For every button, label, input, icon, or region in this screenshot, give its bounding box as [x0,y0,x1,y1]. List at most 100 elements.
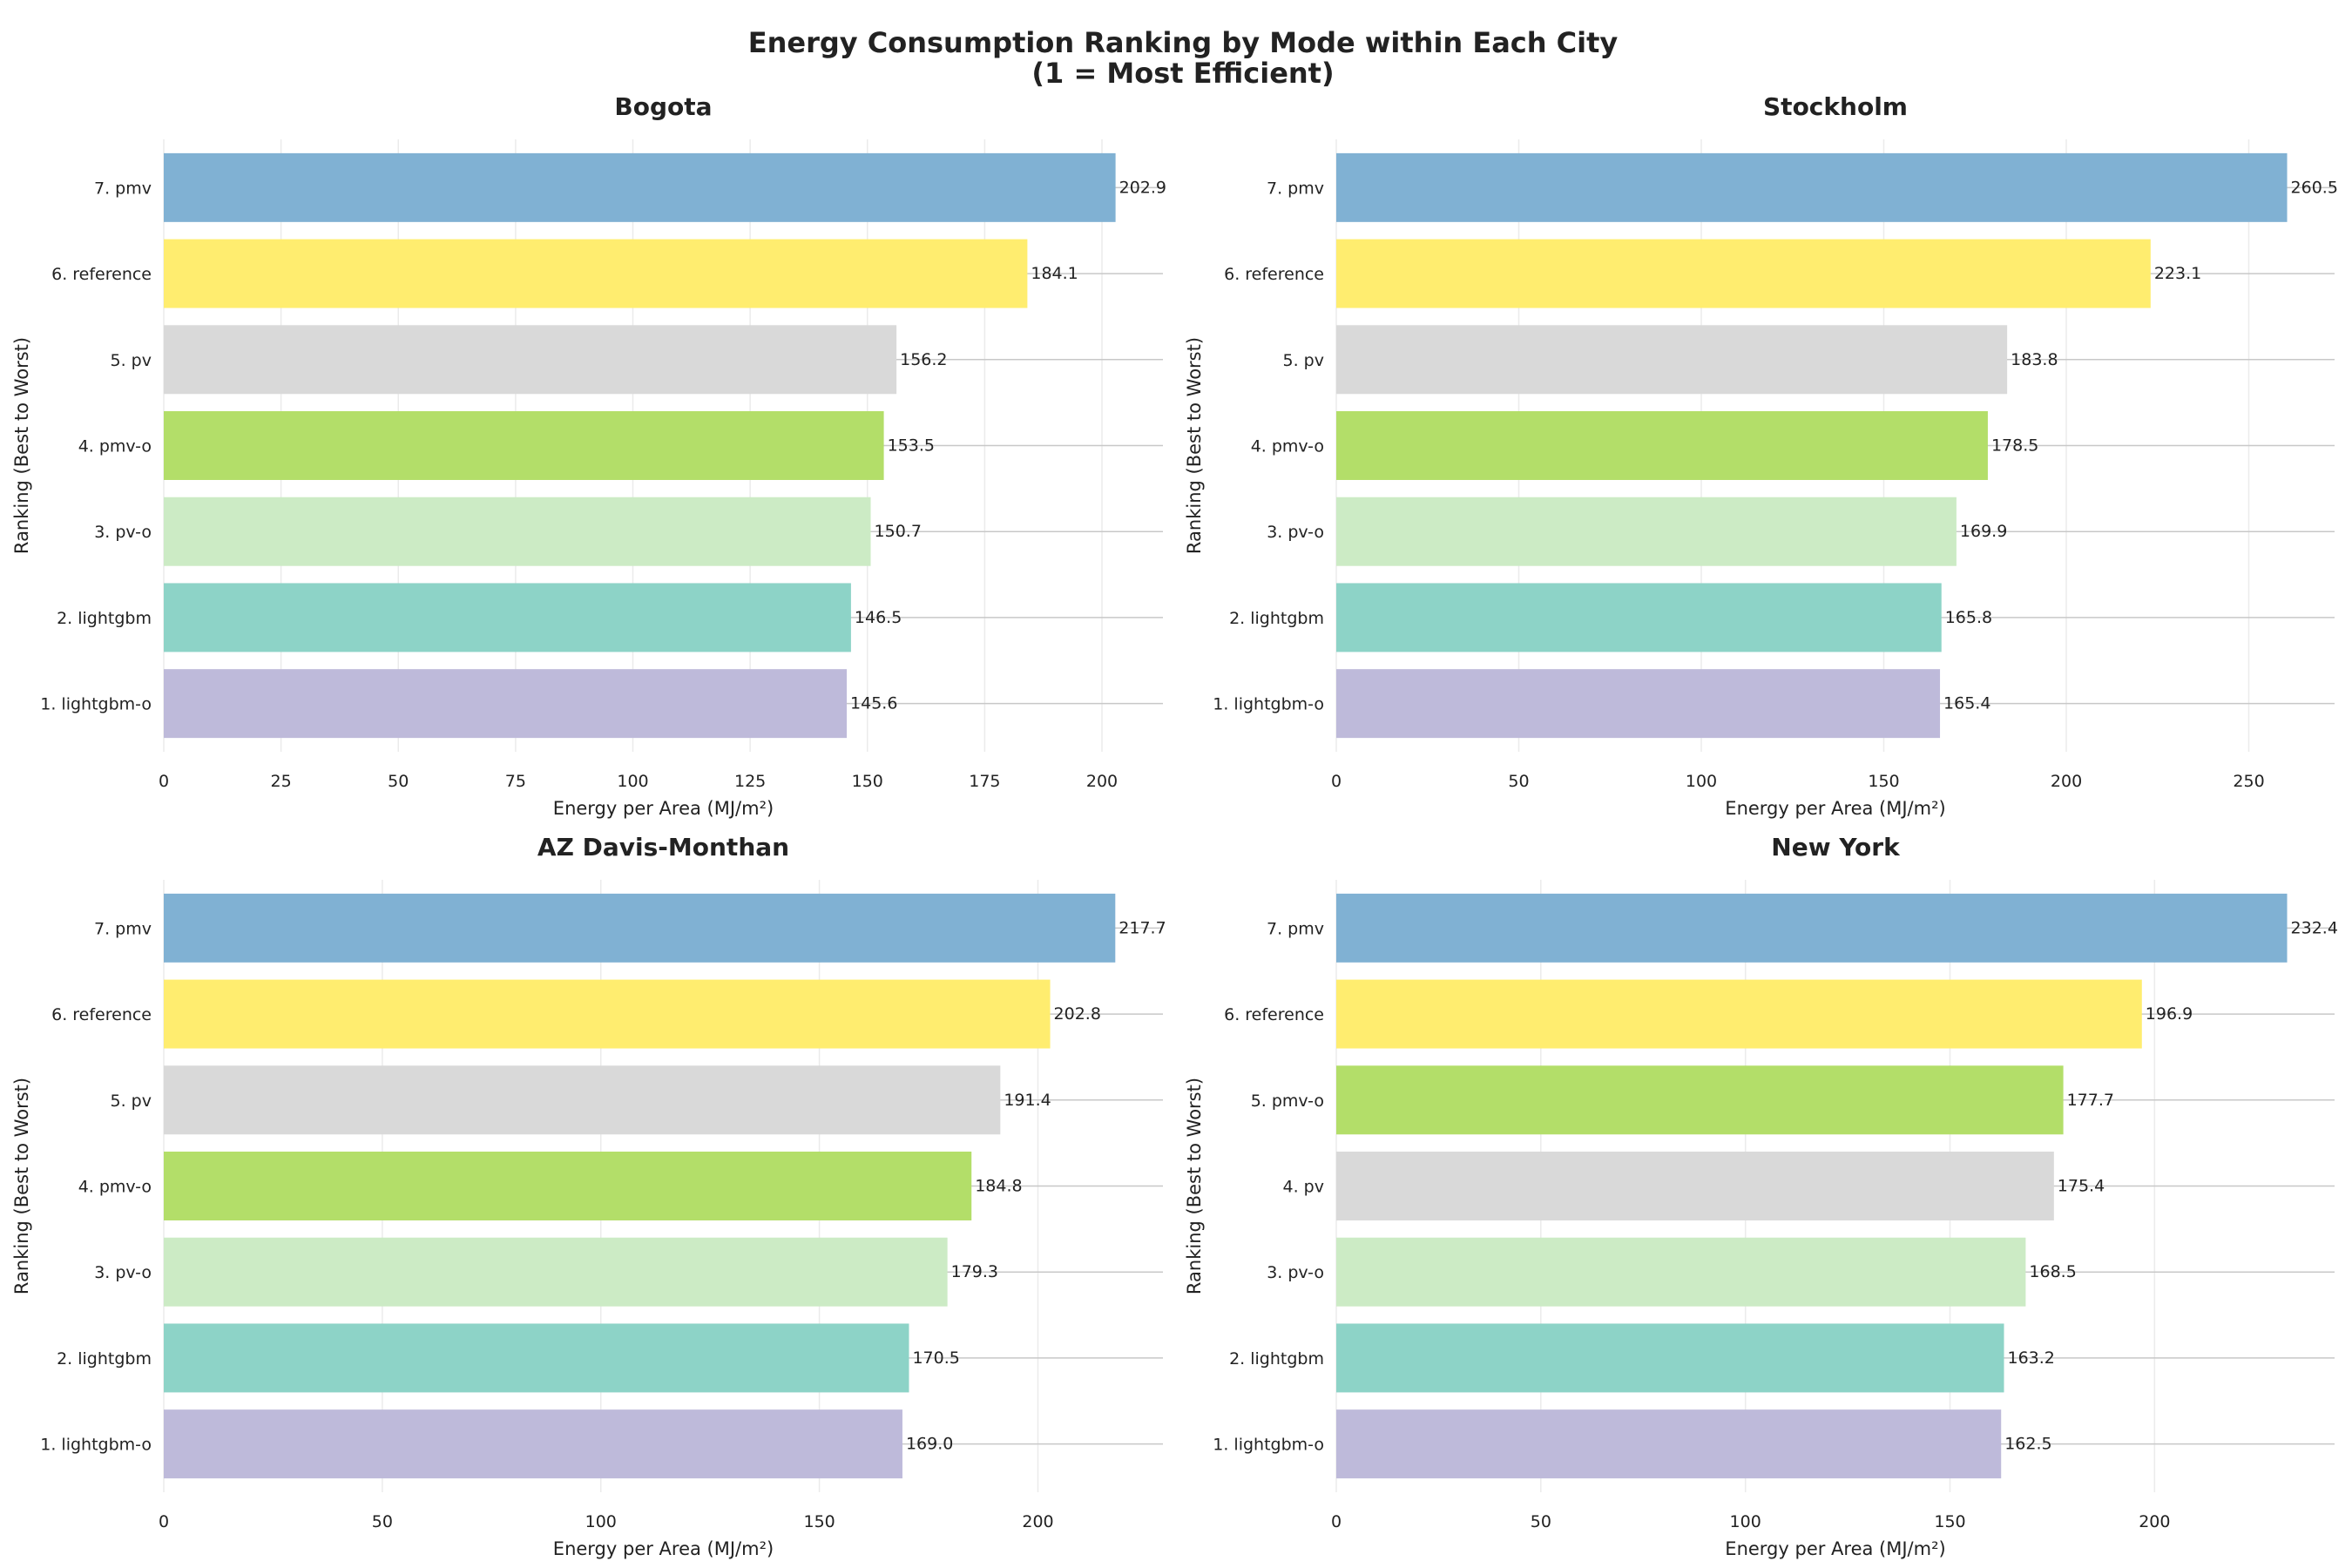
y-tick-label: 7. pmv [1267,179,1324,198]
y-tick-label: 6. reference [1224,1005,1324,1024]
chart-panel-4: 162.5 1. lightgbm-o 163.2 2. lightgbm 168.5 3… [1184,833,2338,1559]
x-tick-label: 150 [803,1512,835,1531]
y-tick-label: 7. pmv [94,179,152,198]
figure-title-line-1: Energy Consumption Ranking by Mode withi… [748,26,1619,59]
data-label: 191.4 [1004,1091,1051,1110]
x-tick-label: 100 [585,1512,617,1531]
data-label: 175.4 [2058,1177,2105,1196]
chart-panel-2: 165.4 1. lightgbm-o 165.8 2. lightgbm 169.9 3… [1184,92,2338,819]
y-tick-label: 6. reference [51,265,152,284]
data-label: 146.5 [855,608,902,627]
bar [1336,325,2008,395]
x-axis-label: Energy per Area (MJ/m²) [1725,798,1945,819]
x-tick-label: 50 [372,1512,393,1531]
x-tick-label: 200 [2051,772,2082,791]
y-tick-label: 4. pmv-o [1251,437,1324,456]
x-tick-label: 75 [505,772,526,791]
x-tick-label: 50 [1508,772,1529,791]
y-tick-label: 5. pv [1283,351,1324,370]
y-tick-label: 7. pmv [1267,919,1324,938]
y-tick-label: 4. pmv-o [78,437,152,456]
bar [164,1152,972,1220]
x-tick-label: 150 [852,772,883,791]
y-axis-label: Ranking (Best to Worst) [11,337,32,554]
y-axis-label: Ranking (Best to Worst) [11,1078,32,1294]
y-axis-label: Ranking (Best to Worst) [1184,1078,1205,1294]
y-axis-label: Ranking (Best to Worst) [1184,337,1205,554]
data-label: 150.7 [875,522,922,541]
data-label: 153.5 [888,436,935,456]
x-tick-label: 0 [1331,772,1342,791]
y-tick-label: 1. lightgbm-o [40,695,152,714]
bar [1336,1237,2026,1307]
panel-title: Stockholm [1763,92,1908,121]
x-tick-label: 150 [1934,1512,1965,1531]
bar [1336,497,1957,566]
bar [164,1409,902,1479]
x-tick-label: 50 [388,772,409,791]
data-label: 170.5 [912,1348,959,1368]
data-label: 165.8 [1945,608,1992,627]
y-tick-label: 4. pmv-o [78,1178,152,1197]
x-axis-label: Energy per Area (MJ/m²) [1725,1538,1945,1559]
y-tick-label: 3. pv-o [1267,1263,1324,1282]
x-tick-label: 0 [1331,1512,1342,1531]
data-label: 223.1 [2154,264,2201,283]
x-tick-label: 0 [159,772,169,791]
data-label: 196.9 [2146,1004,2193,1024]
bar [164,583,851,652]
bar [1336,979,2142,1049]
y-tick-label: 1. lightgbm-o [1213,695,1324,714]
data-label: 217.7 [1119,918,1166,937]
bar [164,893,1116,963]
bar [1336,411,1988,480]
data-label: 165.4 [1943,694,1990,713]
data-label: 184.1 [1031,264,1078,283]
data-label: 177.7 [2067,1091,2114,1110]
y-tick-label: 3. pv-o [94,523,152,542]
data-label: 162.5 [2004,1435,2051,1454]
bar [1336,152,2288,222]
y-tick-label: 2. lightgbm [57,609,152,628]
bar [164,239,1028,308]
bar [164,411,884,480]
data-label: 232.4 [2291,918,2338,937]
x-axis-label: Energy per Area (MJ/m²) [553,798,774,819]
panel-title: New York [1771,833,1901,862]
bar [1336,239,2151,308]
bar [164,1323,909,1393]
data-label: 145.6 [850,694,897,713]
chart-panel-1: 145.6 1. lightgbm-o 146.5 2. lightgbm 150.7 3… [11,92,1166,819]
x-tick-label: 200 [1086,772,1118,791]
y-tick-label: 4. pv [1283,1178,1324,1197]
y-tick-label: 2. lightgbm [57,1349,152,1369]
data-label: 183.8 [2011,350,2058,369]
bar [164,497,871,566]
x-tick-label: 25 [271,772,292,791]
y-tick-label: 5. pv [111,351,152,370]
x-tick-label: 100 [1686,772,1717,791]
x-tick-label: 250 [2233,772,2264,791]
x-tick-label: 125 [734,772,766,791]
data-label: 163.2 [2008,1348,2055,1368]
y-tick-label: 3. pv-o [94,1263,152,1282]
data-label: 169.0 [906,1435,953,1454]
data-label: 169.9 [1960,522,2007,541]
y-tick-label: 1. lightgbm-o [1213,1436,1324,1455]
data-label: 178.5 [1991,436,2038,456]
bar [164,1237,948,1307]
chart-panel-3: 169.0 1. lightgbm-o 170.5 2. lightgbm 179.3 3… [11,833,1166,1559]
figure-title-line-2: (1 = Most Efficient) [1031,57,1334,90]
panel-title: Bogota [614,92,712,121]
data-label: 168.5 [2029,1262,2076,1281]
bar [164,152,1116,222]
y-tick-label: 6. reference [1224,265,1324,284]
data-label: 156.2 [900,350,947,369]
x-tick-label: 100 [1730,1512,1761,1531]
y-tick-label: 1. lightgbm-o [40,1436,152,1455]
y-tick-label: 6. reference [51,1005,152,1024]
bar [1336,893,2288,963]
x-tick-label: 175 [969,772,1000,791]
bar [164,669,848,739]
